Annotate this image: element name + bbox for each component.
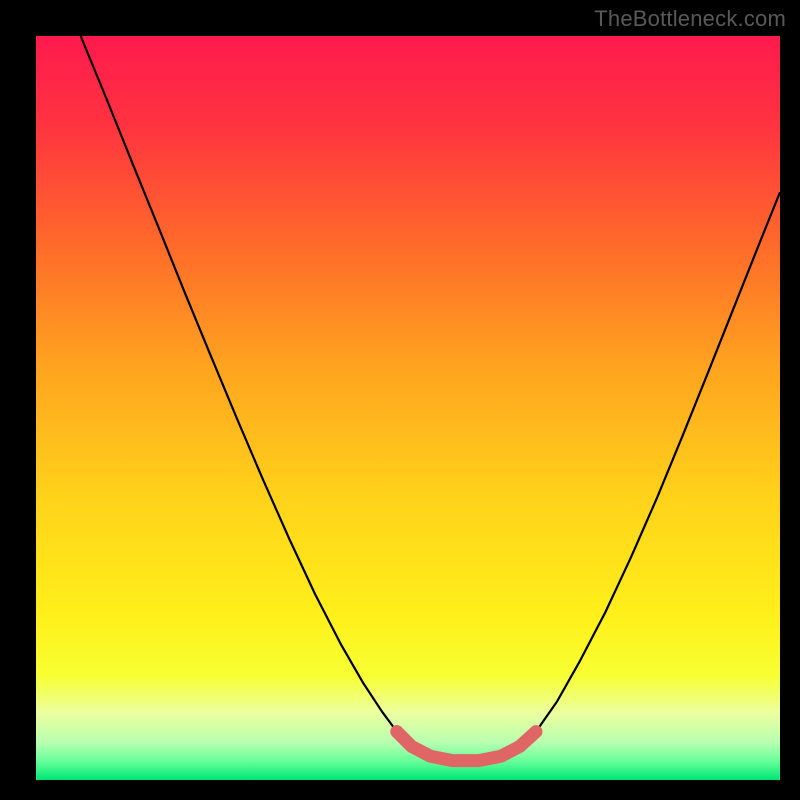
chart-frame: TheBottleneck.com bbox=[0, 0, 800, 800]
highlight-start-marker bbox=[390, 725, 403, 738]
gradient-background bbox=[36, 36, 780, 780]
watermark-text: TheBottleneck.com bbox=[594, 6, 786, 32]
bottleneck-plot bbox=[36, 36, 780, 780]
